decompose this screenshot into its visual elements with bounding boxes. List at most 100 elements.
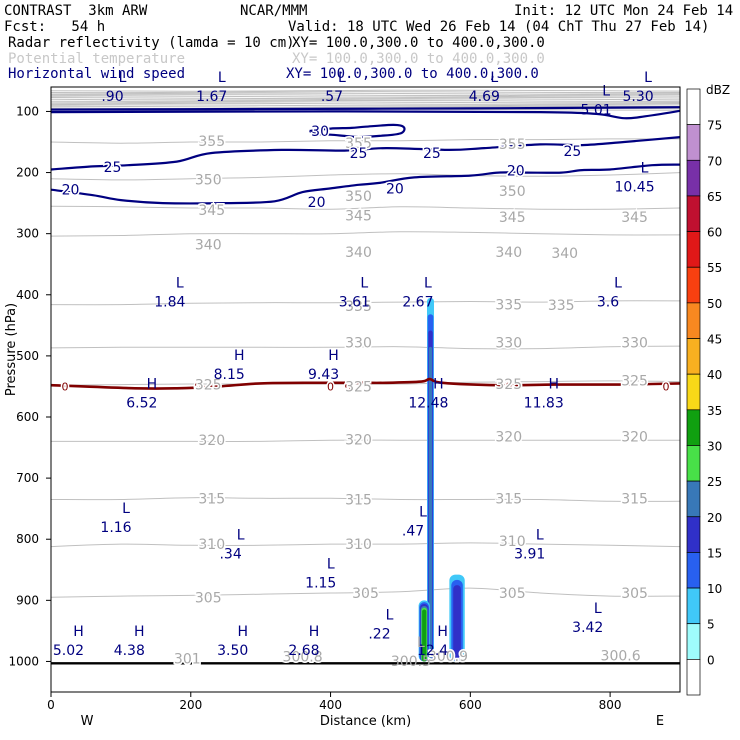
colorbar-tick-label: 20 <box>707 511 722 525</box>
theta-contour-305 <box>51 587 680 598</box>
y-axis-label: Pressure (hPa) <box>4 303 19 396</box>
theta-contour-330 <box>51 345 680 350</box>
theta-label: 350 <box>499 184 526 200</box>
colorbar-tick-label: 65 <box>707 190 722 204</box>
extremum-L: L <box>327 557 335 573</box>
theta-label: 305 <box>195 590 222 606</box>
extremum-value: 2.67 <box>402 295 433 311</box>
extremum-L: L <box>176 276 184 292</box>
reflectivity-main-tower <box>428 346 433 662</box>
colorbar-tick-label: 45 <box>707 333 722 347</box>
theta-label: 305 <box>621 586 648 602</box>
wind-label: 30 <box>311 124 329 140</box>
theta-contour-340 <box>51 231 680 237</box>
colorbar-segment <box>686 195 701 232</box>
theta-label: 330 <box>621 335 648 351</box>
theta-contour-upper <box>51 95 680 98</box>
extremum-L: L <box>386 607 394 623</box>
colorbar-tick-label: 30 <box>707 439 722 453</box>
wind-contour-top <box>51 106 680 111</box>
west-label: W <box>81 714 94 729</box>
theta-label: 300.9 <box>428 649 468 665</box>
extremum-value: 5.01 <box>581 103 612 119</box>
colorbar-segment <box>686 409 701 446</box>
colorbar-tick-label: 15 <box>707 546 722 560</box>
extremum-value: .90 <box>101 89 123 105</box>
colorbar-segment <box>686 266 701 304</box>
wind-contour-top2 <box>51 109 680 120</box>
theta-label: 305 <box>352 586 379 602</box>
theta-label: 315 <box>345 493 372 509</box>
extremum-L: L <box>122 501 130 517</box>
theta-contour-355 <box>51 138 680 144</box>
y-tick-label: 600 <box>16 410 39 424</box>
theta-label: 320 <box>198 433 225 449</box>
plot-area <box>51 89 680 665</box>
colorbar-segment <box>686 587 701 625</box>
field-wind-xy: XY= 100.0,300.0 to 400.0,300.0 <box>286 66 539 82</box>
theta-contour-upper <box>51 102 680 105</box>
colorbar-tick-label: 10 <box>707 582 722 596</box>
extremum-L: L <box>237 527 245 543</box>
extremum-value: 11.83 <box>524 395 564 411</box>
extremum-L: L <box>644 70 652 86</box>
extremum-value: 3.61 <box>339 295 370 311</box>
extremum-L: L <box>360 276 368 292</box>
extremum-H: H <box>309 624 320 640</box>
theta-contour-upper <box>51 105 680 108</box>
theta-label: 335 <box>495 298 522 314</box>
theta-label: 340 <box>195 238 222 254</box>
theta-contour-350 <box>51 172 680 181</box>
theta-label: 350 <box>195 172 222 188</box>
colorbar-segment <box>686 302 701 339</box>
wind-label: 25 <box>350 146 368 162</box>
extremum-H: H <box>328 348 339 364</box>
east-label: E <box>656 714 664 729</box>
extremum-value: 2.68 <box>288 643 319 659</box>
theta-label: 325 <box>345 379 372 395</box>
x-axis-label: Distance (km) <box>320 714 411 729</box>
reflectivity-low-cell <box>422 609 427 662</box>
extremum-H: H <box>548 376 559 392</box>
extremum-value: .47 <box>402 524 424 540</box>
theta-label: 320 <box>345 433 372 449</box>
extremum-L: L <box>417 635 425 651</box>
extremum-value: 5.02 <box>53 643 84 659</box>
extremum-H: H <box>147 376 158 392</box>
y-tick-label: 200 <box>16 166 39 180</box>
extremum-H: H <box>433 376 444 392</box>
freezing-level-label: 0 <box>345 380 352 393</box>
x-tick-label: 0 <box>47 698 55 712</box>
x-tick-label: 800 <box>599 698 622 712</box>
colorbar-tick-label: 25 <box>707 475 722 489</box>
field-reflectivity-name: Radar reflectivity (lamda = 10 cm) <box>8 35 295 51</box>
y-tick-label: 1000 <box>8 654 39 668</box>
forecast-hour: Fcst: 54 h <box>4 19 106 35</box>
extremum-L: L <box>490 70 498 86</box>
colorbar-tick-label: 60 <box>707 226 722 240</box>
colorbar-tick-label: 55 <box>707 261 722 275</box>
freezing-level-label: 0 <box>194 380 201 393</box>
extremum-value: 8.15 <box>214 367 245 383</box>
plot-frame <box>50 86 681 693</box>
colorbar-tick-label: 70 <box>707 154 722 168</box>
wind-label: 25 <box>563 144 581 160</box>
theta-contour-315 <box>51 497 680 502</box>
theta-contour-320 <box>51 439 680 442</box>
theta-label: 320 <box>495 430 522 446</box>
extremum-value: .57 <box>321 89 343 105</box>
extremum-value: 1.84 <box>154 295 185 311</box>
colorbar-segment <box>686 516 701 553</box>
theta-label: 330 <box>345 335 372 351</box>
theta-label: 310 <box>345 537 372 553</box>
wind-label: 25 <box>423 146 441 162</box>
theta-contour-upper <box>51 101 680 104</box>
extremum-value: .34 <box>219 546 241 562</box>
extremum-value: 6.52 <box>126 395 157 411</box>
wind-label: 20 <box>507 164 525 180</box>
extremum-H: H <box>437 624 448 640</box>
extremum-value: 300.5 <box>391 654 431 670</box>
field-wind-name: Horizontal wind speed <box>8 66 186 82</box>
wind-contour-30 <box>309 123 406 139</box>
extremum-value: 4.69 <box>469 89 500 105</box>
